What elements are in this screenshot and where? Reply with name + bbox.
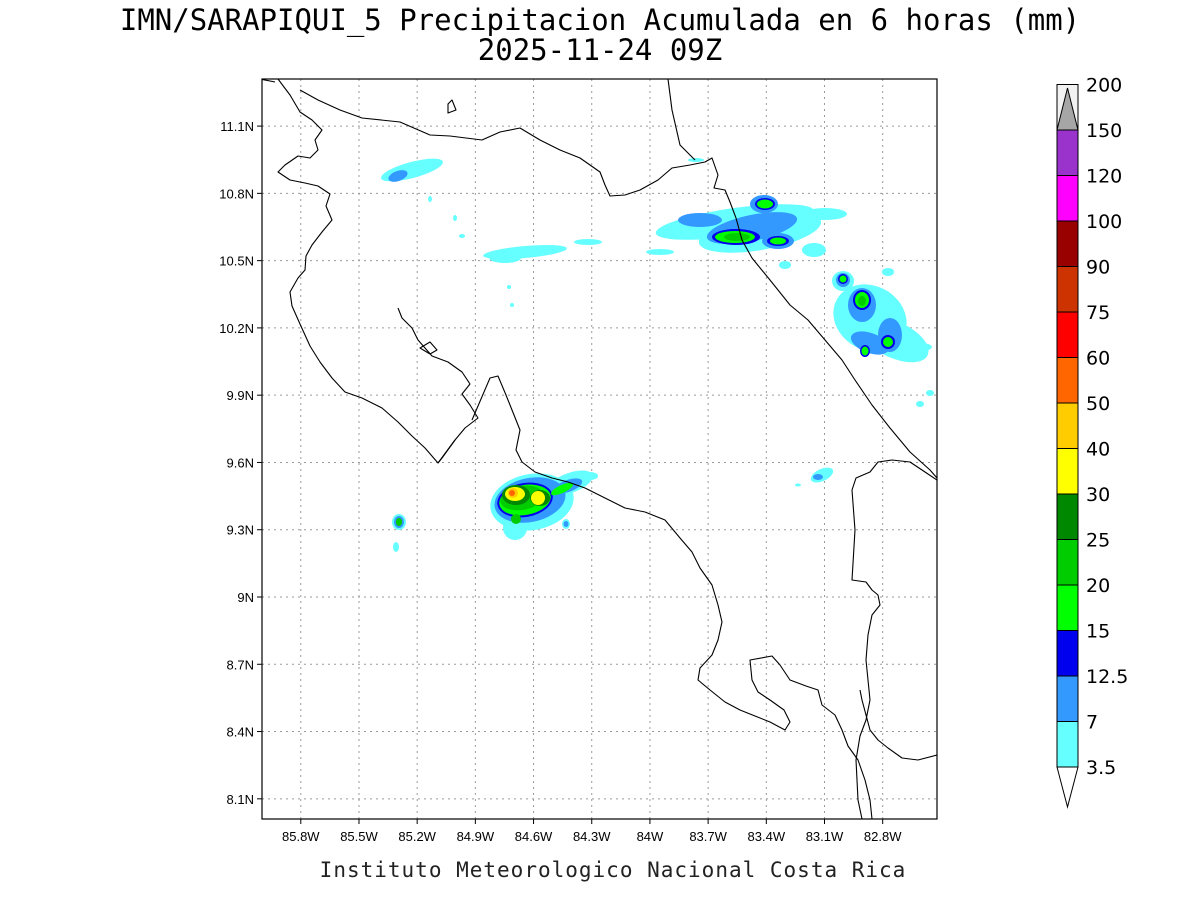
lon-tick-label: 84.6W [515,829,553,844]
caribbean-coast [667,79,937,479]
coastlines-and-borders [262,79,937,819]
pacific-coast-central [437,375,873,819]
lon-tick-label: 85.8W [282,829,320,844]
colorbar-swatch [1056,675,1079,722]
precip-cluster-caribbean-north [655,158,847,269]
map-title: IMN/SARAPIQUI_5 Precipitacion Acumulada … [120,3,1080,38]
map-subtitle-datetime: 2025-11-24 09Z [478,33,722,67]
colorbar-swatch [1056,402,1079,449]
lat-tick-label: 9N [237,590,254,605]
precip-cell-north-west [381,158,465,238]
precip-cell-nicoya-offshore [392,514,406,552]
lon-tick-label: 82.8W [864,829,902,844]
colorbar-label: 120 [1086,166,1122,188]
lat-tick-label: 10.2N [219,321,254,336]
colorbar-over-triangle [1056,87,1079,131]
map-panel: 85.8W 85.5W 85.2W 84.9W 84.6W 84.3W 84W 83.7W 83… [219,78,938,844]
colorbar-under-triangle [1056,766,1079,809]
pacific-coast-south [859,689,937,761]
lat-tick-label: 8.1N [227,792,254,807]
gulf-of-nicoya-island [419,341,438,355]
lon-tick-label: 83.1W [806,829,844,844]
colorbar-swatch [1056,129,1079,176]
lon-tick-label: 84.9W [457,829,495,844]
nicaragua-border [262,79,737,219]
colorbar-label: 90 [1086,257,1110,279]
lat-tick-label: 10.8N [219,186,254,201]
colorbar-swatch [1056,721,1079,768]
colorbar-swatch [1056,357,1079,404]
longitude-axis: 85.8W 85.5W 85.2W 84.9W 84.6W 84.3W 84W 83.7W 83… [282,819,902,844]
lon-tick-label: 85.5W [340,829,378,844]
precip-band-central-north [483,239,674,307]
colorbar-swatch [1056,448,1079,495]
colorbar-label: 25 [1086,530,1110,552]
lat-tick-label: 9.9N [227,388,254,403]
lon-tick-label: 83.4W [748,829,786,844]
colorbar-swatch [1056,630,1079,677]
lon-tick-label: 84W [637,829,664,844]
colorbar-swatch [1056,266,1079,313]
colorbar-swatch [1056,311,1079,358]
lat-tick-label: 11.1N [220,119,254,134]
colorbar-label: 50 [1086,393,1110,415]
colorbar-label: 150 [1086,120,1122,142]
panama-border [851,459,937,819]
colorbar-label: 100 [1086,211,1122,233]
institution-footer: Instituto Meteorologico Nacional Costa R… [320,858,907,882]
colorbar-swatch [1056,493,1079,540]
lat-tick-label: 9.6N [227,455,254,470]
colorbar-label: 40 [1086,439,1110,461]
latitude-axis: 11.1N 10.8N 10.5N 10.2N 9.9N 9.6N 9.3N 9N 8.7N 8.… [219,119,262,807]
lat-tick-label: 9.3N [227,523,254,538]
lat-tick-label: 8.7N [227,657,254,672]
colorbar-swatch [1056,584,1079,631]
colorbar-swatch [1056,220,1079,267]
lon-tick-label: 83.7W [689,829,727,844]
colorbar-label: 60 [1086,348,1110,370]
lake-small-island [447,99,457,114]
colorbar-label: 200 [1086,75,1122,97]
colorbar-swatch [1056,539,1079,586]
colorbar-label: 7 [1086,712,1098,734]
lon-tick-label: 84.3W [573,829,611,844]
colorbar-label: 15 [1086,621,1110,643]
map-gridlines [262,79,937,819]
precip-cell-central-pacific [490,470,598,540]
lon-tick-label: 85.2W [398,829,436,844]
map-frame [261,78,938,820]
precipitation-fields [381,158,934,552]
colorbar-label: 75 [1086,302,1110,324]
lat-tick-label: 8.4N [227,725,254,740]
colorbar-label: 30 [1086,484,1110,506]
precipitation-colorbar-legend: 3.5 7 12.5 15 20 25 30 40 50 60 75 90 100 120 150 200 [1056,75,1128,809]
lat-tick-label: 10.5N [219,254,254,269]
colorbar-label: 12.5 [1086,666,1128,688]
precip-cluster-caribbean-south [795,268,934,487]
colorbar-label: 3.5 [1086,757,1116,779]
colorbar-label: 20 [1086,575,1110,597]
nicaragua-lake-shore [277,79,479,464]
colorbar-swatch [1056,175,1079,222]
